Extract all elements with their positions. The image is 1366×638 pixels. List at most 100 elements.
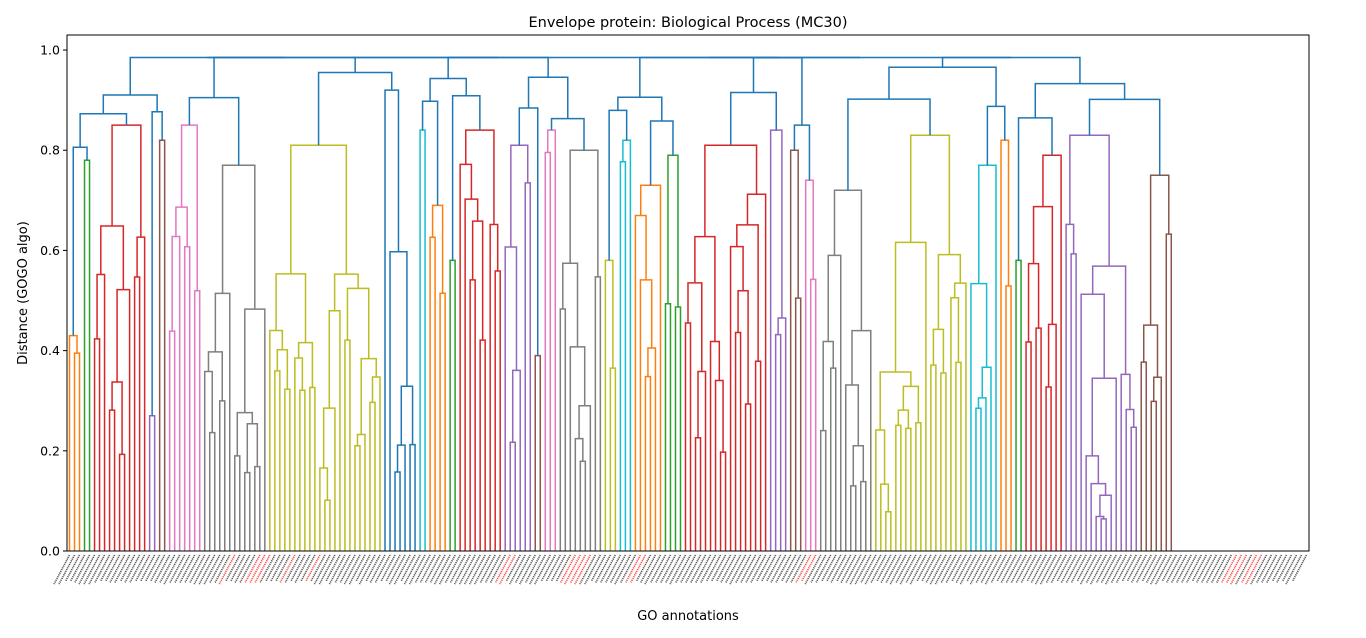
leaf-label-mark — [104, 554, 121, 582]
leaf-label-mark — [419, 554, 436, 583]
leaf-label-mark — [765, 554, 782, 582]
dendrogram-link — [309, 386, 316, 551]
leaf-label-mark — [1110, 554, 1127, 584]
leaf-label-mark — [339, 554, 356, 583]
dendrogram-link — [1017, 117, 1053, 261]
dendrogram-link — [544, 151, 552, 551]
leaf-label-mark — [325, 554, 341, 582]
dendrogram-link — [284, 388, 291, 551]
dendrogram-link — [1099, 494, 1112, 551]
leaf-label-mark — [790, 554, 807, 583]
dendrogram-link — [183, 245, 191, 551]
dendrogram-link — [905, 427, 912, 551]
dendrogram-link — [955, 361, 962, 551]
leaf-label-mark — [916, 554, 932, 582]
leaf-labels — [53, 554, 1308, 585]
dendrogram-link — [789, 149, 799, 551]
dendrogram-link — [594, 276, 602, 551]
dendrogram-link — [860, 480, 867, 551]
leaf-label-mark — [835, 554, 852, 582]
leaf-label-mark — [1050, 554, 1067, 584]
leaf-label-mark — [403, 554, 421, 585]
dendrogram-link — [1142, 324, 1159, 378]
dendrogram-link — [479, 339, 486, 551]
leaf-label-mark — [689, 554, 707, 584]
leaf-label-mark — [438, 554, 456, 585]
leaf-label-mark — [849, 554, 867, 585]
dendrogram-link — [674, 306, 682, 551]
leaf-label-mark — [400, 554, 416, 582]
leaf-label-mark — [334, 554, 351, 583]
dendrogram-link — [880, 483, 890, 551]
leaf-label-mark — [600, 554, 617, 583]
dendrogram-link — [1130, 426, 1137, 551]
dendrogram-link — [833, 189, 863, 331]
dendrogram-link — [734, 331, 742, 551]
leaf-label-mark — [1196, 554, 1213, 583]
leaf-label-mark — [775, 554, 792, 583]
dendrogram-link — [319, 467, 329, 551]
leaf-label-mark — [669, 554, 687, 585]
dendrogram-link — [894, 241, 927, 551]
dendrogram-link — [1153, 376, 1163, 551]
dendrogram-link — [1091, 265, 1127, 375]
dendrogram-link — [1065, 223, 1075, 551]
leaf-label-mark — [1150, 554, 1167, 585]
leaf-label-mark — [810, 554, 827, 583]
dendrogram-link — [704, 144, 758, 237]
dendrogram-link — [346, 287, 370, 359]
dendrogram-link — [574, 437, 584, 551]
leaf-label-mark — [1241, 554, 1258, 583]
dendrogram-link — [667, 154, 679, 308]
leaf-label-mark — [1276, 554, 1293, 583]
leaf-label-mark — [193, 554, 211, 585]
leaf-label-mark — [64, 554, 81, 582]
dendrogram-link — [1025, 341, 1032, 551]
dendrogram-link — [902, 385, 920, 423]
leaf-label-mark — [453, 554, 471, 585]
dendrogram-link — [431, 204, 444, 294]
leaf-label-mark — [525, 554, 541, 583]
leaf-label-mark — [239, 554, 256, 584]
dendrogram-link — [294, 357, 304, 551]
leaf-label-mark — [854, 554, 872, 585]
leaf-label-mark — [1205, 554, 1223, 584]
dendrogram-link — [609, 367, 617, 551]
leaf-label-mark — [99, 554, 116, 582]
dendrogram-link — [254, 465, 261, 551]
dendrogram-link — [180, 124, 198, 291]
leaf-label-mark — [129, 554, 146, 583]
dendrogram-link — [236, 411, 254, 456]
dendrogram-link — [622, 139, 632, 551]
leaf-label-mark — [494, 554, 511, 583]
dendrogram-link — [941, 56, 1081, 84]
leaf-label-mark — [715, 554, 732, 582]
dendrogram-link — [465, 129, 495, 225]
leaf-label-mark — [365, 554, 381, 582]
leaf-label-mark — [720, 554, 737, 583]
dendrogram-link — [1070, 253, 1077, 551]
leaf-label-mark — [408, 554, 426, 585]
dendrogram-link — [214, 292, 231, 551]
leaf-label-mark — [644, 554, 662, 585]
leaf-label-mark — [574, 554, 592, 585]
dendrogram-link — [394, 471, 401, 551]
dendrogram-link — [569, 149, 599, 277]
dendrogram-link — [608, 109, 628, 261]
leaf-label-mark — [1060, 554, 1077, 584]
leaf-label-mark — [1181, 554, 1198, 583]
leaf-label-mark — [1115, 554, 1132, 584]
leaf-label-mark — [313, 554, 331, 585]
dendrogram-link — [208, 431, 216, 551]
leaf-label-mark — [984, 554, 1002, 585]
leaf-label-mark — [795, 554, 812, 583]
leaf-label-mark — [1000, 554, 1017, 584]
leaf-label-mark — [1020, 554, 1037, 584]
leaf-label-mark — [249, 554, 266, 584]
dendrogram-link — [93, 338, 101, 551]
leaf-label-mark — [499, 554, 516, 585]
dendrogram-link — [275, 273, 307, 343]
plot-frame — [66, 34, 1310, 552]
leaf-label-mark — [229, 554, 246, 582]
leaf-label-mark — [1285, 554, 1303, 585]
